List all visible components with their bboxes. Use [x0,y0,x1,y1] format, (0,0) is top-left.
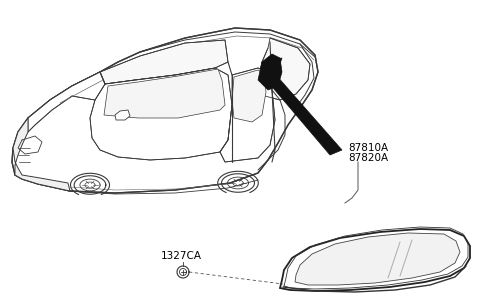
Polygon shape [104,69,225,118]
Polygon shape [100,40,228,84]
Polygon shape [258,38,310,100]
Polygon shape [13,118,70,191]
Polygon shape [280,229,470,291]
Polygon shape [28,72,105,132]
Text: 87820A: 87820A [348,153,388,163]
Polygon shape [295,233,460,285]
Polygon shape [12,28,318,193]
Polygon shape [115,110,130,120]
Polygon shape [232,70,266,122]
Polygon shape [90,68,232,160]
Polygon shape [220,68,275,162]
Text: 87810A: 87810A [348,143,388,153]
Text: 1327CA: 1327CA [160,251,202,261]
Polygon shape [258,54,282,90]
Polygon shape [262,58,342,155]
